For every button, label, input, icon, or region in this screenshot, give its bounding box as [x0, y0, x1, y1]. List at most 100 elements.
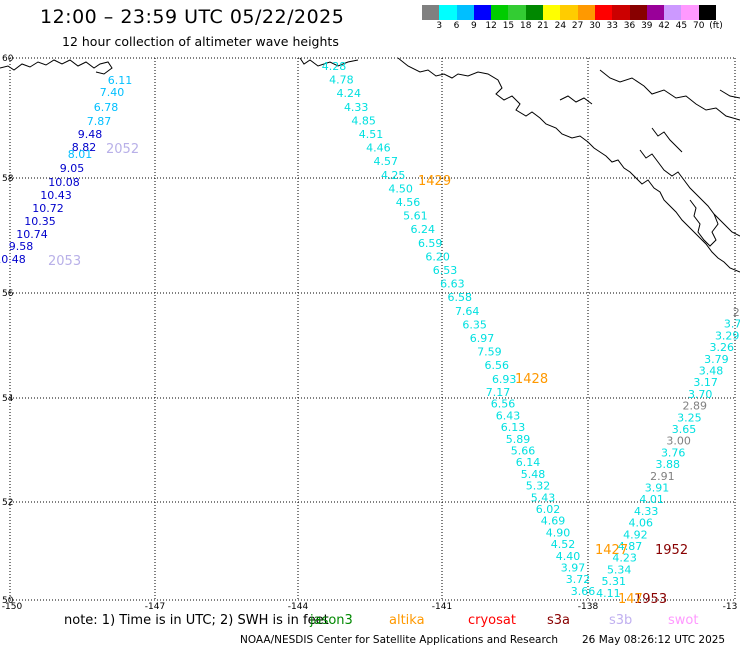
wave-height-value: 6.14 — [516, 456, 541, 469]
lat-label: 50 — [2, 596, 14, 606]
colorbar-swatch — [508, 5, 526, 20]
track-label: 147 — [618, 592, 643, 607]
wave-height-value: 2.89 — [683, 400, 708, 413]
wave-height-value: 9.48 — [78, 128, 103, 141]
wave-height-value: 6.59 — [418, 237, 443, 250]
colorbar-swatch — [594, 5, 613, 20]
colorbar-label: 33 — [606, 21, 618, 31]
colorbar — [422, 5, 717, 20]
wave-height-value: 4.87 — [618, 540, 643, 553]
note-text: note: 1) Time is in UTC; 2) SWH is in fe… — [64, 613, 329, 628]
wave-height-value: 4.24 — [337, 87, 362, 100]
wave-height-value: 5.32 — [526, 480, 551, 493]
legend-cryosat: cryosat — [468, 613, 516, 628]
wave-height-value: 4.33 — [634, 505, 659, 518]
colorbar-label: 70 — [692, 21, 705, 31]
wave-height-value: 3.7 — [724, 318, 740, 331]
wave-height-value: 4.33 — [344, 101, 369, 114]
wave-height-value: 4.06 — [629, 517, 654, 530]
colorbar-label: 30 — [589, 21, 601, 31]
wave-height-value: 2.91 — [650, 470, 675, 483]
colorbar-label: (ft) — [709, 21, 723, 31]
map-title: 12:00 – 23:59 UTC 05/22/2025 — [40, 6, 345, 28]
colorbar-label: 39 — [641, 21, 653, 31]
colorbar-swatch — [456, 5, 474, 20]
colorbar-label: 42 — [658, 21, 670, 31]
wave-height-value: 10.43 — [40, 189, 72, 202]
longitude-labels: -150 -147 -144 -141 -138 -13 — [2, 602, 738, 612]
track-label: 1427 — [595, 543, 628, 558]
lon-label: -144 — [288, 602, 309, 612]
wave-height-value: 6.97 — [470, 332, 495, 345]
coastline-island-3 — [559, 95, 593, 105]
colorbar-swatch — [422, 5, 440, 20]
wave-height-value: 9.05 — [60, 162, 85, 175]
wave-height-value: 5.89 — [506, 433, 531, 446]
colorbar-label: 12 — [485, 21, 497, 31]
track-label: 1428 — [515, 372, 548, 387]
wave-height-value: 4.51 — [359, 128, 384, 141]
wave-height-value: 3.48 — [699, 365, 724, 378]
colorbar-label: 24 — [554, 21, 567, 31]
colorbar-swatch — [543, 5, 561, 20]
wave-height-value: 4.11 — [596, 587, 621, 600]
wave-height-value: 3.72 — [566, 573, 591, 586]
coastline-central — [299, 57, 359, 67]
footer-source: NOAA/NESDIS Center for Satellite Applica… — [240, 634, 558, 646]
wave-height-value: 3.17 — [693, 376, 718, 389]
wave-height-value: 6.43 — [496, 409, 521, 422]
footer-date: 26 May 08:26:12 UTC 2025 — [582, 634, 726, 646]
lat-label: 56 — [2, 289, 14, 299]
coastline-islands — [639, 149, 740, 237]
wave-height-value: 3.97 — [561, 562, 586, 575]
wave-height-value: 3.00 — [666, 435, 691, 448]
wave-height-value: 6.93 — [492, 373, 517, 386]
lon-label: -150 — [2, 602, 23, 612]
wave-height-value: 7.87 — [87, 115, 112, 128]
colorbar-swatch — [646, 5, 665, 20]
colorbar-label: 9 — [470, 21, 477, 31]
wave-height-value: 4.56 — [396, 196, 421, 209]
wave-height-value: 3.29 — [715, 329, 740, 342]
colorbar-swatch — [560, 5, 578, 20]
legend-jason3: jason3 — [310, 613, 353, 628]
wave-height-value: 6.24 — [411, 223, 436, 236]
coastline-island-4 — [651, 127, 683, 153]
wave-height-value: 4.28 — [322, 60, 347, 73]
wave-height-value: 4.57 — [374, 155, 399, 168]
wave-height-value: 6.20 — [425, 250, 450, 263]
wave-height-value: 3.91 — [645, 482, 670, 495]
wave-height-value: 3.79 — [704, 353, 729, 366]
wave-height-value: 4.85 — [351, 114, 376, 127]
wave-height-value: 4.46 — [366, 142, 391, 155]
colorbar-swatch — [439, 5, 457, 20]
lon-label: -141 — [432, 602, 452, 612]
coastline-island-1 — [689, 199, 719, 247]
colorbar-swatch — [577, 5, 595, 20]
legend-s3a: s3a — [547, 613, 571, 628]
wave-height-value: 3.25 — [677, 411, 702, 424]
wave-height-value: 4.25 — [381, 169, 406, 182]
wave-height-value: 4.01 — [639, 493, 664, 506]
wave-height-value: 4.23 — [612, 552, 637, 565]
wave-height-value: 5.43 — [531, 491, 556, 504]
wave-height-value: 4.40 — [556, 550, 581, 563]
colorbar-swatch — [629, 5, 647, 20]
wave-height-value: 6.58 — [448, 291, 473, 304]
lat-label: 54 — [2, 394, 14, 404]
colorbar-label: 6 — [453, 21, 460, 31]
colorbar-label: 36 — [623, 21, 636, 31]
coastline-alaska — [397, 57, 740, 273]
map-subtitle: 12 hour collection of altimeter wave hei… — [62, 34, 339, 49]
lon-label: -147 — [145, 602, 165, 612]
wave-height-value: 7.40 — [100, 86, 125, 99]
latitude-labels: 60 58 56 54 52 50 — [2, 54, 14, 606]
wave-height-value: 7.59 — [477, 346, 502, 359]
wave-height-value: 4.92 — [623, 528, 648, 541]
track-label: 2053 — [48, 254, 81, 269]
wave-height-value: 8.01 — [68, 148, 93, 161]
wave-height-value: 6.02 — [536, 503, 561, 516]
wave-height-value: 7.17 — [486, 386, 511, 399]
wave-height-value: 5.48 — [521, 468, 546, 481]
